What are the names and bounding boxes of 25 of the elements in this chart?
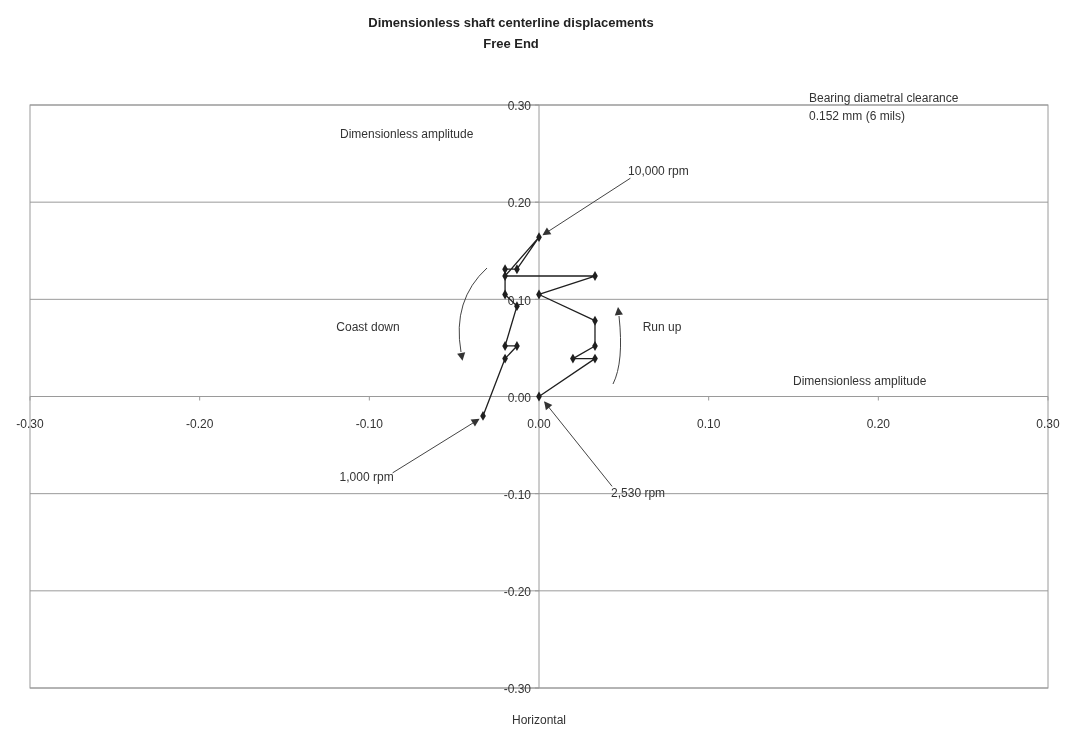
x-axis-title: Horizontal: [511, 713, 567, 728]
chart-title: Dimensionless shaft centerline displacements: [368, 15, 654, 31]
x-tick-label: -0.20: [185, 416, 214, 431]
y-tick-label: -0.30: [503, 682, 532, 697]
y-axis-title: Dimensionless amplitude: [340, 127, 474, 142]
annotation: Coast down: [336, 320, 400, 335]
annotation: 1,000 rpm: [339, 470, 394, 485]
x-tick-label: -0.30: [16, 416, 44, 431]
annotation: 2,530 rpm: [611, 485, 666, 500]
annotation: Bearing diametral clearance: [809, 91, 959, 106]
annotation: 10,000 rpm: [628, 164, 689, 179]
x-tick-label: 0.00: [527, 416, 551, 431]
x-tick-label: 0.30: [1036, 416, 1060, 431]
annotation: 0.152 mm (6 mils): [809, 109, 906, 124]
x-tick-label: 0.20: [866, 416, 891, 431]
y-tick-label: -0.20: [503, 585, 532, 600]
chart-subtitle: Free End: [483, 36, 539, 52]
annotation: Run up: [642, 320, 682, 335]
y-tick-label: -0.10: [503, 487, 532, 502]
y-tick-label: 0.30: [507, 99, 532, 114]
annotation: Dimensionless amplitude: [793, 374, 927, 389]
x-tick-label: 0.10: [696, 416, 721, 431]
y-tick-label: 0.00: [507, 390, 532, 405]
y-tick-label: 0.20: [507, 196, 532, 211]
x-tick-label: -0.10: [355, 416, 384, 431]
